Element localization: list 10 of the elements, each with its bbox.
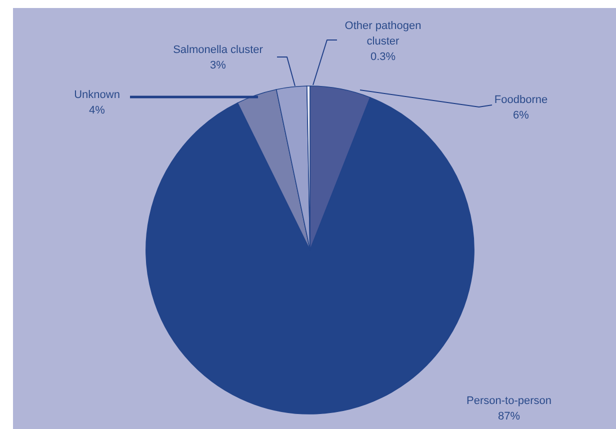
data-label: 87%	[498, 410, 520, 422]
slice-label: Person-to-person	[466, 395, 552, 407]
data-label: 0.3%	[370, 51, 396, 63]
slice-label: Salmonella cluster	[173, 44, 264, 56]
data-label: 6%	[513, 110, 530, 122]
slice-label: Unknown	[74, 89, 120, 101]
data-label: 4%	[89, 104, 106, 116]
slice-label: Foodborne	[494, 94, 548, 106]
data-label: 3%	[210, 60, 226, 72]
slice-label: Other pathogen cluster	[344, 20, 422, 48]
